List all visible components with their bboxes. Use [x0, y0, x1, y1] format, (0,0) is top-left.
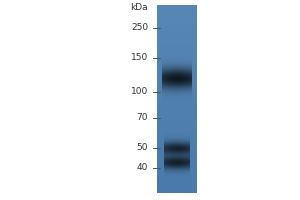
- Text: kDa: kDa: [130, 3, 148, 12]
- Text: 70: 70: [136, 114, 148, 122]
- Text: 250: 250: [131, 23, 148, 32]
- Text: 100: 100: [131, 88, 148, 97]
- Text: 40: 40: [136, 164, 148, 172]
- Text: 50: 50: [136, 144, 148, 152]
- Text: 150: 150: [131, 53, 148, 62]
